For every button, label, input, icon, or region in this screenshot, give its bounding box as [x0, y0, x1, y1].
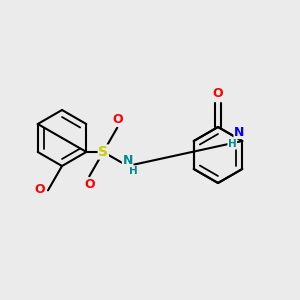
- Text: N: N: [234, 125, 244, 139]
- Text: O: O: [35, 183, 45, 196]
- Text: S: S: [98, 145, 108, 159]
- Text: H: H: [228, 139, 237, 149]
- Text: O: O: [213, 87, 223, 100]
- Text: O: O: [84, 178, 94, 191]
- Text: N: N: [122, 154, 133, 166]
- Text: O: O: [112, 113, 123, 126]
- Text: H: H: [129, 166, 138, 176]
